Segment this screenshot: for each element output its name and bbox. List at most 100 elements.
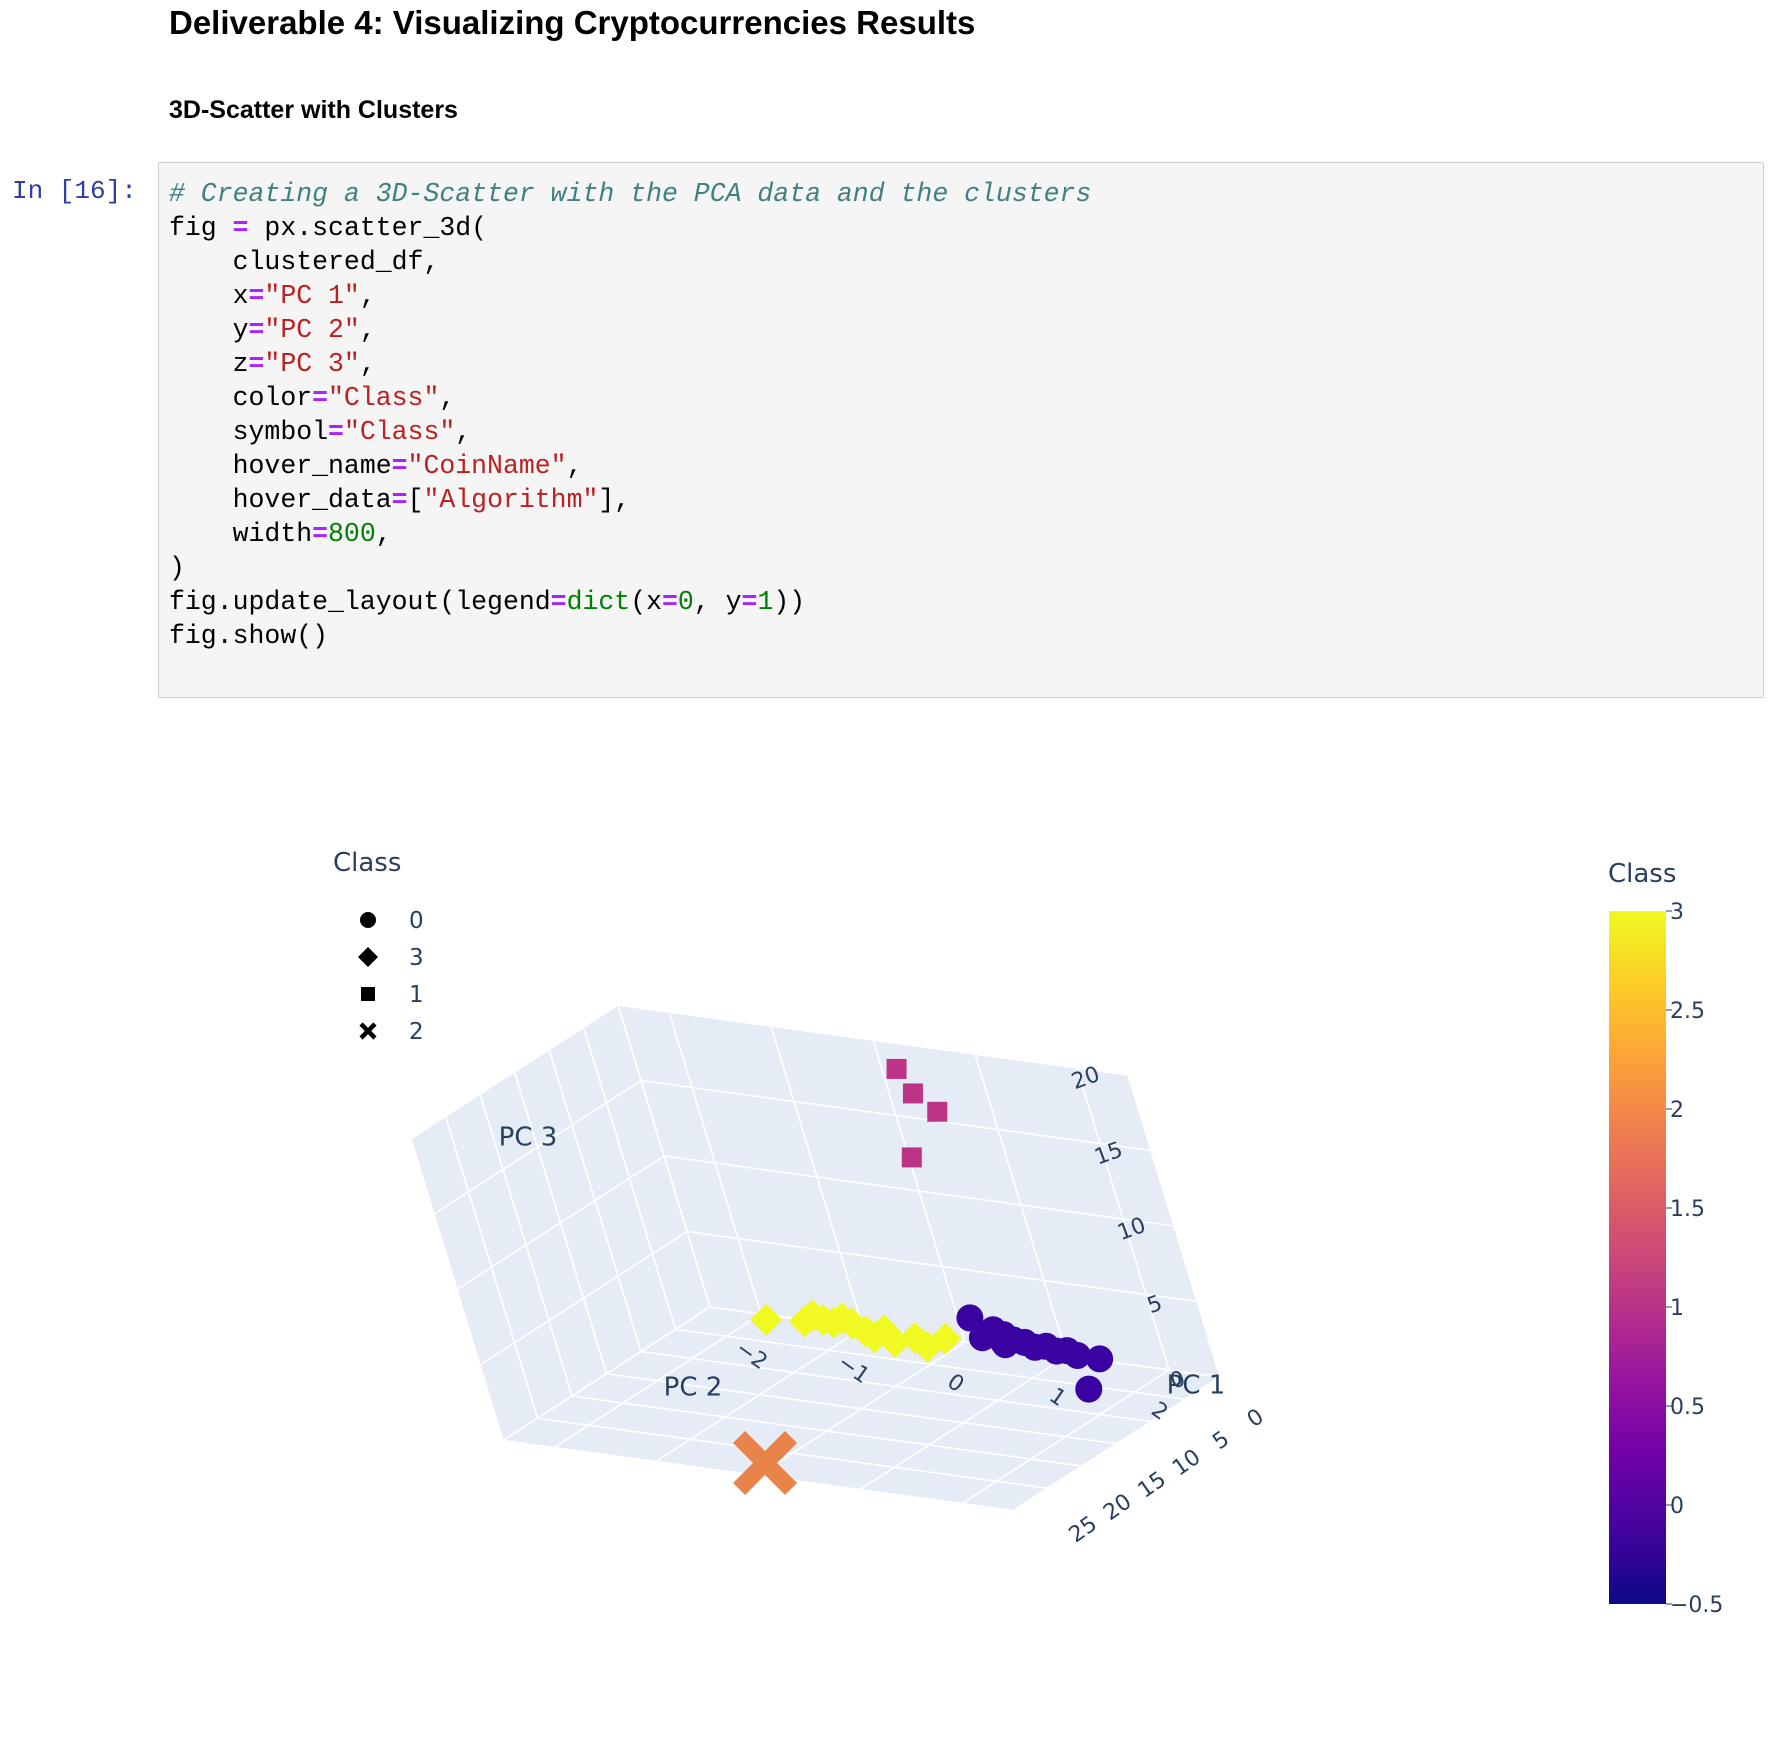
code-token: = <box>248 281 265 311</box>
x-tick-label: 15 <box>1134 1467 1171 1504</box>
gridline <box>668 1011 762 1315</box>
code-token: hover_data <box>169 485 392 515</box>
legend-item-label: 2 <box>409 1019 424 1045</box>
code-token: fig <box>169 213 233 243</box>
marker-class-3[interactable] <box>898 1322 931 1355</box>
code-token: , <box>359 315 376 345</box>
colorbar: Class 3 2.5 2 1.5 1 0.5 0 −0.5 <box>1608 859 1723 1618</box>
code-token: fig.show() <box>169 621 329 651</box>
marker-class-1[interactable] <box>902 1083 923 1104</box>
marker-class-3[interactable] <box>750 1303 783 1336</box>
code-token: "CoinName" <box>407 451 567 481</box>
code-token: )) <box>773 587 806 617</box>
code-line: fig.update_layout(legend=dict(x=0, y=1)) <box>169 587 805 617</box>
code-line: y="PC 2", <box>169 315 376 345</box>
cell-prompt: In [16]: <box>12 176 137 206</box>
x-axis-title: PC 1 <box>1167 1371 1226 1401</box>
y-axis-title: PC 2 <box>664 1373 723 1403</box>
code-token: 0 <box>677 587 694 617</box>
code-token: , y <box>693 587 742 617</box>
x-tick-label: 10 <box>1168 1445 1205 1482</box>
marker-class-0[interactable] <box>1075 1375 1103 1403</box>
code-token: = <box>391 485 408 515</box>
code-line: clustered_df, <box>169 247 440 277</box>
gridline <box>974 1053 1068 1357</box>
code-line: # Creating a 3D-Scatter with the PCA dat… <box>169 179 1091 209</box>
marker-class-3[interactable] <box>796 1299 829 1332</box>
code-token: "PC 3" <box>264 349 360 379</box>
code-token: , <box>566 451 583 481</box>
code-token: = <box>550 587 567 617</box>
code-token: "PC 1" <box>264 281 360 311</box>
legend-item-1[interactable]: 1 <box>361 982 424 1008</box>
code-token: , <box>439 383 456 413</box>
colorbar-title: Class <box>1608 859 1676 889</box>
colorbar-tick-label: 1.5 <box>1670 1197 1705 1222</box>
code-token: z <box>169 349 249 379</box>
marker-class-3[interactable] <box>878 1326 911 1359</box>
colorbar-tick-label: 1 <box>1670 1296 1684 1321</box>
marker-class-0[interactable] <box>991 1331 1019 1359</box>
colorbar-tick-label: 3 <box>1670 900 1684 925</box>
code-line: z="PC 3", <box>169 349 376 379</box>
code-token: px.scatter_3d( <box>248 213 488 243</box>
gridline <box>606 1372 1117 1445</box>
legend-item-label: 3 <box>409 945 424 971</box>
code-token: "Algorithm" <box>423 485 599 515</box>
z-axis-title: PC 3 <box>499 1123 558 1153</box>
marker-class-0[interactable] <box>1063 1341 1091 1369</box>
legend-item-0[interactable]: 0 <box>360 908 424 934</box>
square-icon <box>361 987 375 1001</box>
code-line: hover_name="CoinName", <box>169 451 583 481</box>
code-editor[interactable]: # Creating a 3D-Scatter with the PCA dat… <box>169 177 1091 653</box>
data-markers[interactable] <box>733 1058 1114 1495</box>
code-cell[interactable]: # Creating a 3D-Scatter with the PCA dat… <box>158 162 1764 698</box>
gridline <box>640 1350 1152 1423</box>
marker-class-0[interactable] <box>1086 1345 1114 1373</box>
code-line: width=800, <box>169 519 392 549</box>
colorbar-tick-label: 0 <box>1670 1494 1684 1519</box>
legend-item-3[interactable]: 3 <box>358 945 424 971</box>
code-line: fig = px.scatter_3d( <box>169 213 487 243</box>
marker-class-3[interactable] <box>826 1302 859 1335</box>
marker-class-3[interactable] <box>911 1330 944 1363</box>
marker-class-3[interactable] <box>858 1321 891 1354</box>
code-token: symbol <box>169 417 329 447</box>
code-token: = <box>232 213 249 243</box>
code-line: hover_data=["Algorithm"], <box>169 485 631 515</box>
code-token: = <box>741 587 758 617</box>
gridline <box>479 1093 573 1397</box>
code-line: x="PC 1", <box>169 281 376 311</box>
colorbar-tick-label: 2 <box>1670 1098 1684 1123</box>
code-token: clustered_df, <box>169 247 440 277</box>
gridline <box>513 1071 608 1374</box>
marker-class-1[interactable] <box>886 1058 907 1079</box>
diamond-icon <box>358 947 378 967</box>
legend-item-label: 1 <box>409 982 424 1008</box>
code-token: = <box>328 417 344 447</box>
legend-title: Class <box>333 848 401 878</box>
gridline <box>444 1116 539 1419</box>
legend-item-2[interactable]: 2 <box>359 1019 424 1045</box>
colorbar-tick-label: −0.5 <box>1670 1593 1723 1618</box>
code-token: # Creating a 3D-Scatter with the PCA dat… <box>169 179 1092 209</box>
marker-class-0[interactable] <box>956 1304 984 1332</box>
gridline <box>770 1025 864 1329</box>
marker-class-1[interactable] <box>901 1147 922 1168</box>
legend-item-label: 0 <box>409 908 424 934</box>
colorbar-bar <box>1609 911 1666 1604</box>
code-token: , <box>359 281 376 311</box>
section-subheading: 3D-Scatter with Clusters <box>169 96 458 124</box>
code-token: = <box>312 519 329 549</box>
gridline <box>872 1039 966 1343</box>
code-token: x <box>169 281 249 311</box>
code-token: = <box>248 315 265 345</box>
marker-class-2[interactable] <box>733 1430 798 1495</box>
symbol-legend[interactable]: Class 0 3 1 2 <box>333 848 424 1045</box>
x-icon <box>359 1022 377 1040</box>
code-token: 1 <box>757 587 774 617</box>
x-tick-label: 0 <box>1243 1404 1269 1433</box>
marker-class-1[interactable] <box>927 1101 948 1122</box>
